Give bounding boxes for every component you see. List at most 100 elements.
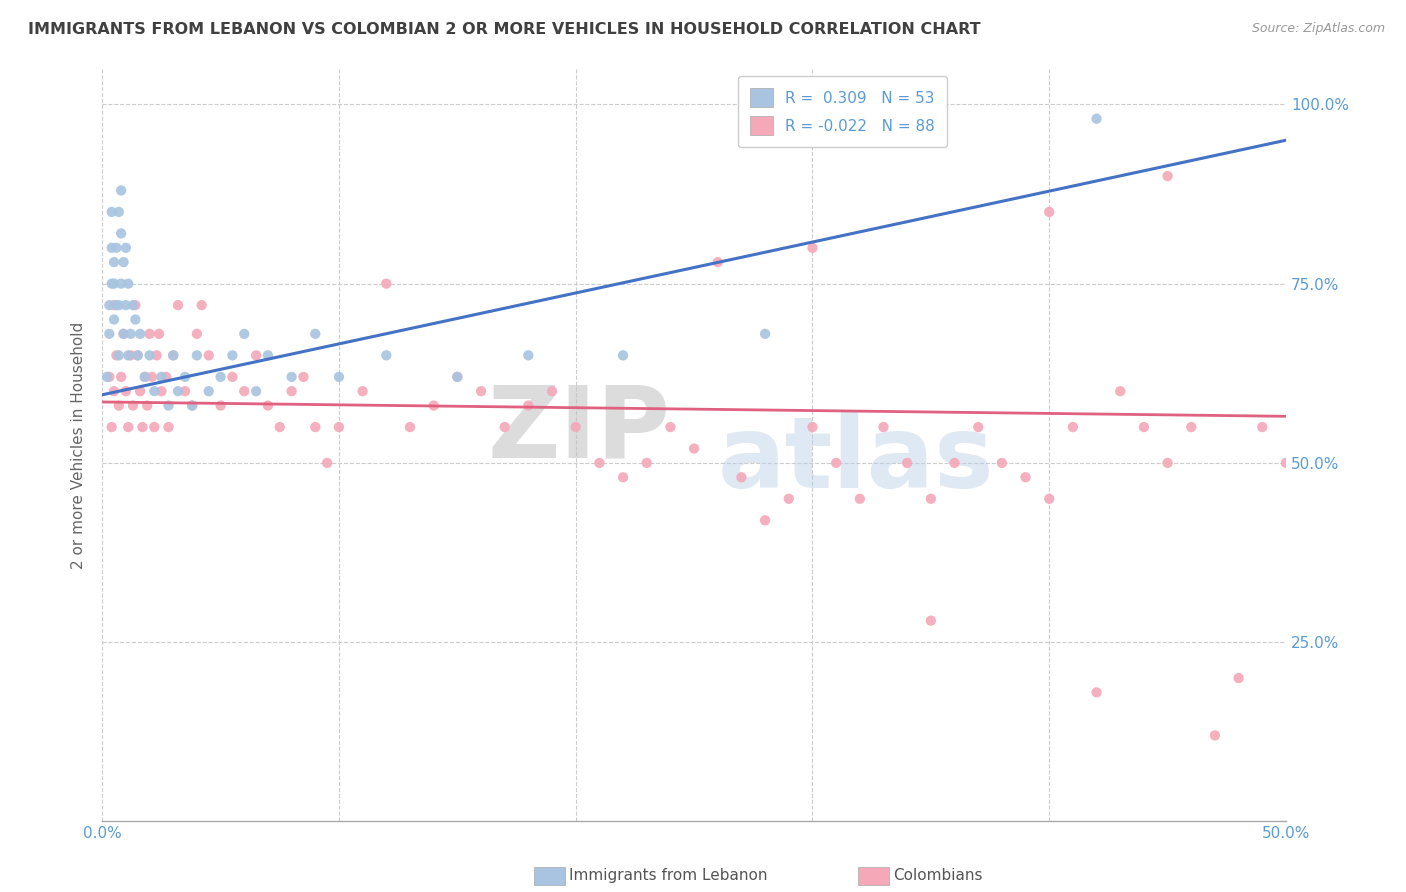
Point [107, 298, 129, 312]
Point [167, 384, 190, 399]
Point [1251, 420, 1274, 434]
Point [801, 420, 824, 434]
Point [470, 384, 492, 399]
Point [541, 384, 564, 399]
Point [181, 399, 204, 413]
Point [1156, 456, 1178, 470]
Point [103, 384, 125, 399]
Point [162, 348, 184, 362]
Point [115, 384, 138, 399]
Point [257, 348, 280, 362]
Point [143, 420, 166, 434]
Point [517, 399, 540, 413]
Point [1085, 112, 1108, 126]
Point [896, 456, 918, 470]
Point [186, 348, 208, 362]
Point [920, 491, 942, 506]
Point [155, 369, 177, 384]
Point [107, 205, 129, 219]
Point [138, 326, 160, 341]
Point [162, 348, 184, 362]
Point [352, 384, 374, 399]
Point [100, 420, 122, 434]
Point [127, 348, 149, 362]
Point [103, 312, 125, 326]
Point [103, 277, 125, 291]
Point [422, 399, 444, 413]
Point [174, 384, 197, 399]
Point [107, 399, 129, 413]
Point [124, 298, 146, 312]
Point [98, 326, 121, 341]
Point [683, 442, 706, 456]
Point [1204, 728, 1226, 742]
Point [129, 326, 152, 341]
Point [124, 312, 146, 326]
Point [117, 348, 139, 362]
Point [145, 348, 167, 362]
Point [112, 255, 135, 269]
Point [190, 298, 212, 312]
Point [110, 277, 132, 291]
Point [1180, 420, 1202, 434]
Point [636, 456, 658, 470]
Point [1156, 169, 1178, 183]
Point [112, 326, 135, 341]
Point [991, 456, 1014, 470]
Point [280, 369, 302, 384]
Point [150, 369, 173, 384]
Point [105, 298, 128, 312]
Point [612, 470, 634, 484]
Point [148, 326, 170, 341]
Text: Immigrants from Lebanon: Immigrants from Lebanon [569, 869, 768, 883]
Point [127, 348, 149, 362]
Point [120, 348, 142, 362]
Point [304, 420, 326, 434]
Point [1133, 420, 1156, 434]
Point [96, 369, 118, 384]
Point [150, 384, 173, 399]
Point [221, 348, 243, 362]
Point [1275, 456, 1298, 470]
Point [1109, 384, 1132, 399]
Point [129, 384, 152, 399]
Point [138, 348, 160, 362]
Point [1085, 685, 1108, 699]
Point [446, 369, 468, 384]
Point [100, 277, 122, 291]
Y-axis label: 2 or more Vehicles in Household: 2 or more Vehicles in Household [72, 321, 86, 568]
Point [588, 456, 610, 470]
Point [446, 369, 468, 384]
Point [98, 369, 121, 384]
Point [120, 326, 142, 341]
Point [209, 399, 232, 413]
Point [122, 399, 145, 413]
Point [197, 384, 219, 399]
Text: IMMIGRANTS FROM LEBANON VS COLOMBIAN 2 OR MORE VEHICLES IN HOUSEHOLD CORRELATION: IMMIGRANTS FROM LEBANON VS COLOMBIAN 2 O… [28, 22, 981, 37]
Point [825, 456, 848, 470]
Point [157, 420, 180, 434]
Point [328, 369, 350, 384]
Point [143, 384, 166, 399]
Point [754, 513, 776, 527]
Point [706, 255, 728, 269]
Point [328, 420, 350, 434]
Point [920, 614, 942, 628]
Point [141, 369, 163, 384]
Point [849, 491, 872, 506]
Point [659, 420, 682, 434]
Point [943, 456, 966, 470]
Point [778, 491, 800, 506]
Point [117, 420, 139, 434]
Point [103, 298, 125, 312]
Point [754, 326, 776, 341]
Point [967, 420, 990, 434]
Legend: R =  0.309   N = 53, R = -0.022   N = 88: R = 0.309 N = 53, R = -0.022 N = 88 [738, 76, 946, 147]
Point [1062, 420, 1084, 434]
Point [110, 183, 132, 197]
Point [157, 399, 180, 413]
Point [1038, 205, 1060, 219]
Point [245, 348, 267, 362]
Point [186, 326, 208, 341]
Point [375, 348, 398, 362]
